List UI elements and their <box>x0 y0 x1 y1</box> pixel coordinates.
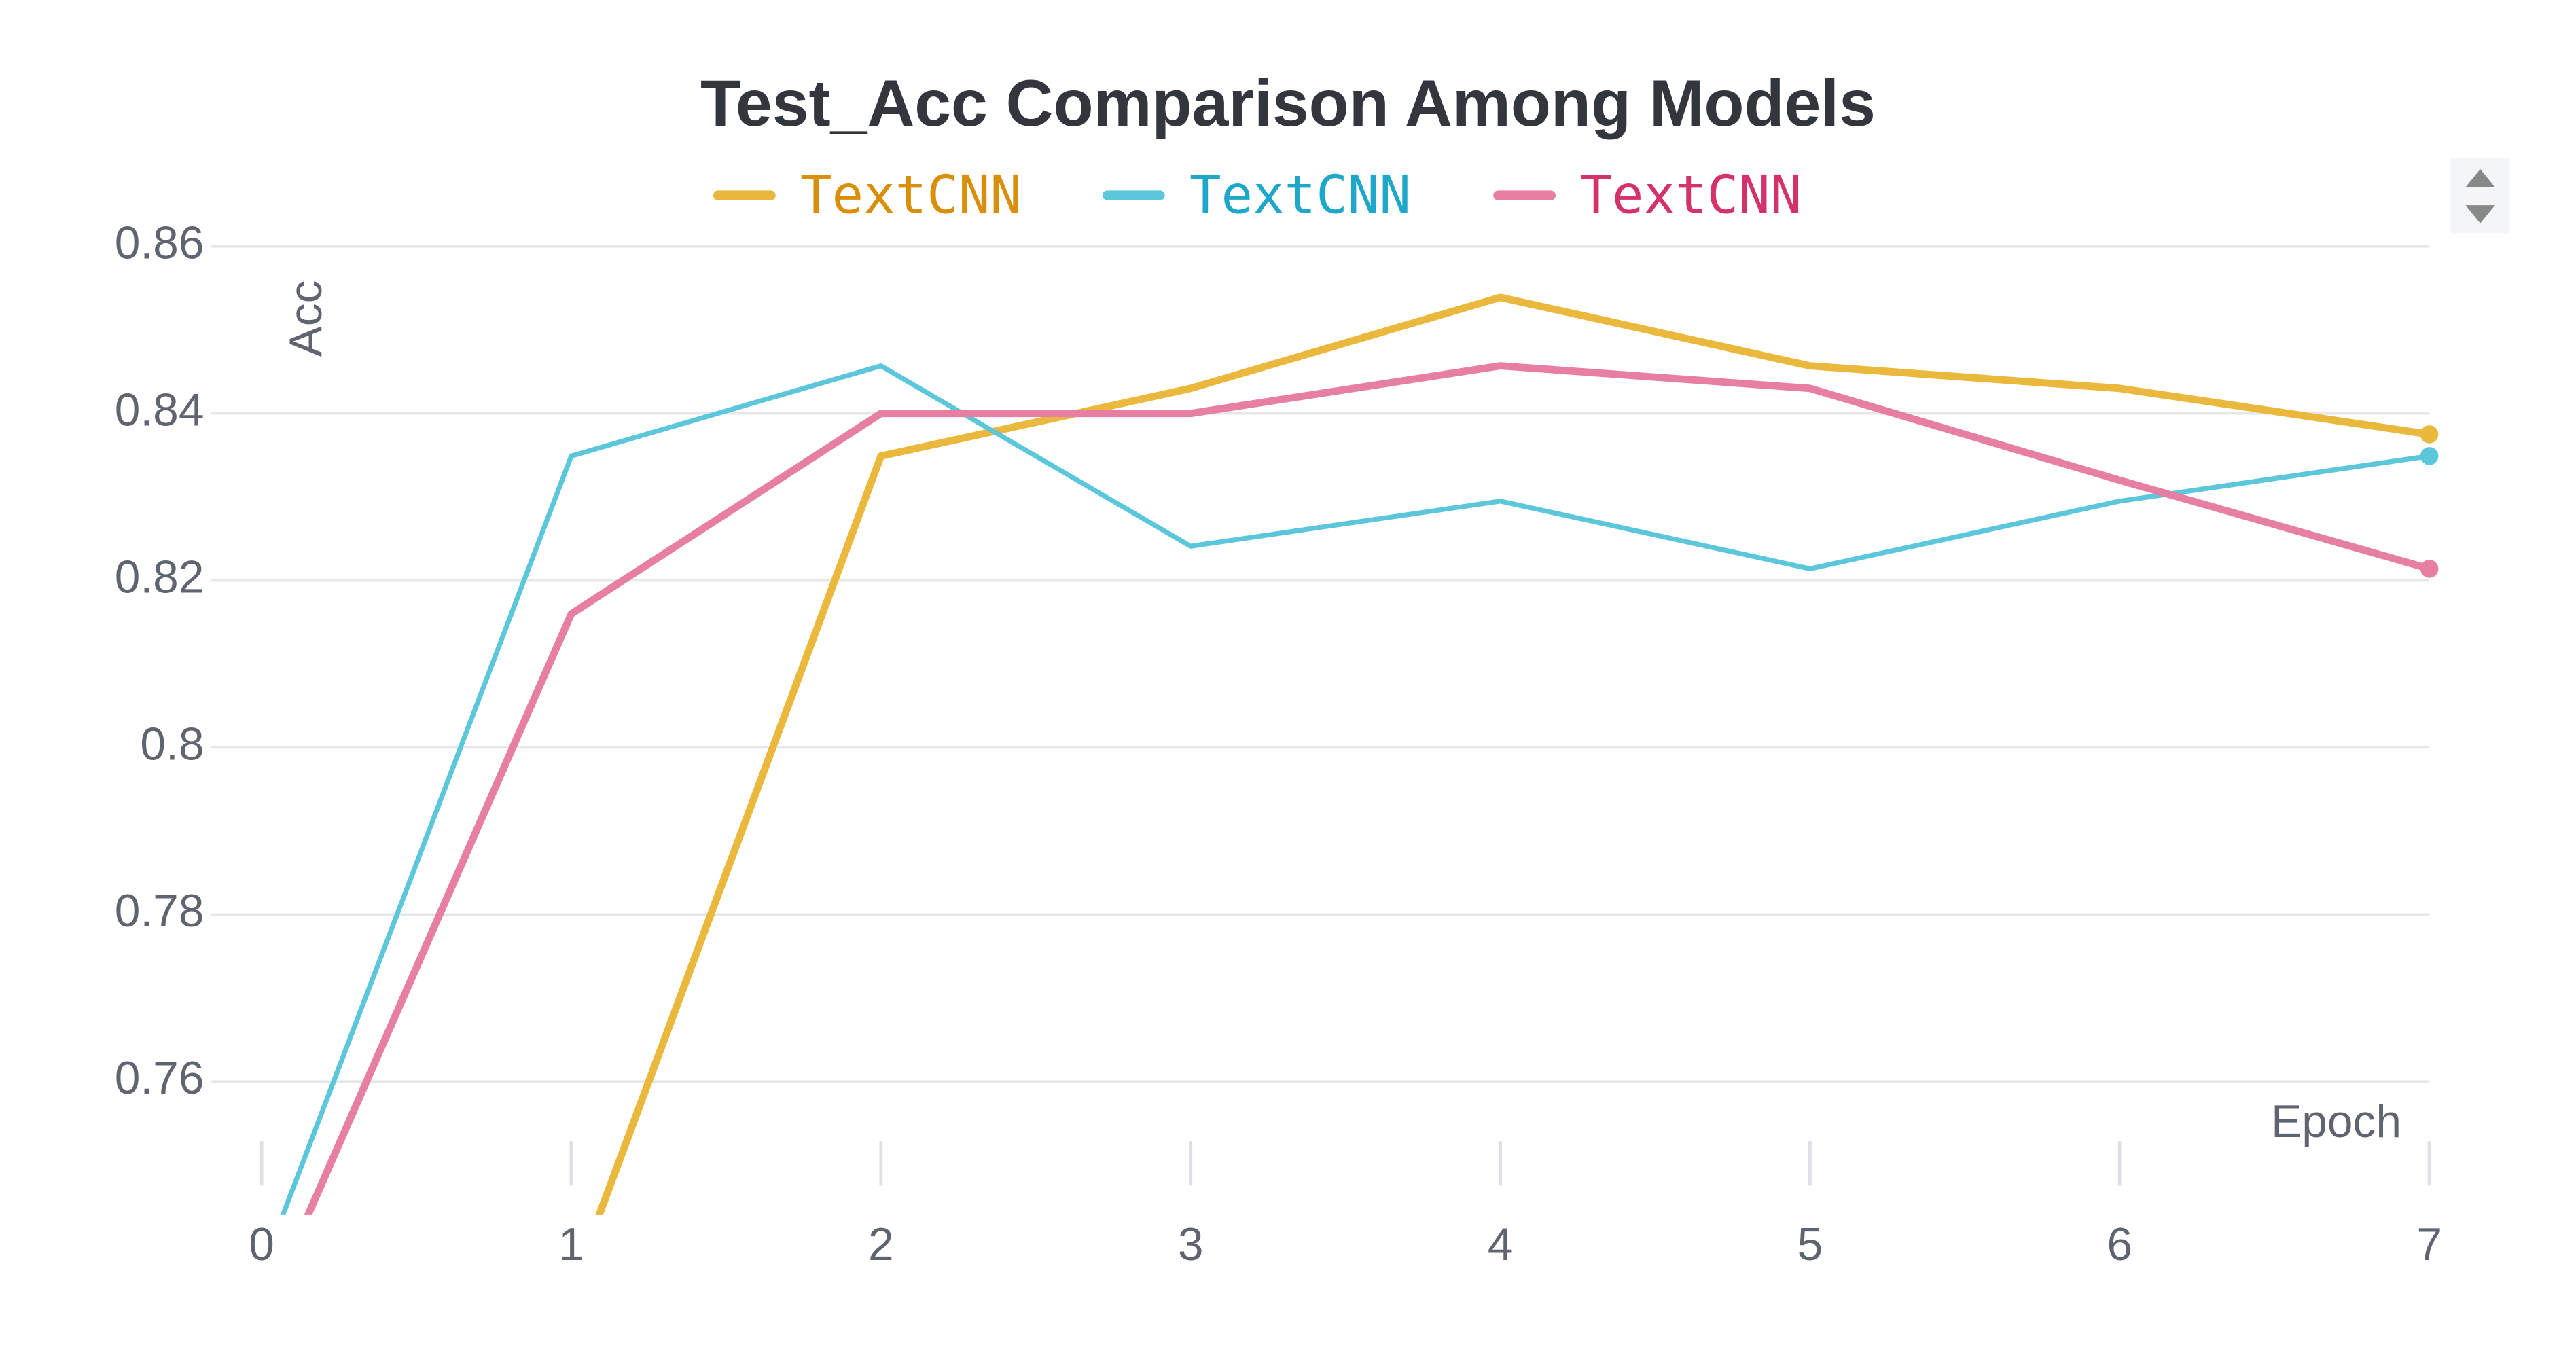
y-tick-label: 0.84 <box>115 385 204 436</box>
x-axis-label: Epoch <box>2271 1096 2401 1147</box>
y-tick-label: 0.82 <box>115 552 204 602</box>
series-line <box>304 362 2431 1215</box>
series-line <box>595 293 2430 1215</box>
legend-label: TextCNN <box>1580 164 1802 226</box>
x-tick-label: 6 <box>2107 1219 2132 1270</box>
chart-title: Test_Acc Comparison Among Models <box>700 67 1876 140</box>
end-dots <box>2420 425 2439 578</box>
x-tick-label: 0 <box>249 1219 274 1270</box>
lines <box>280 293 2431 1215</box>
legend-label: TextCNN <box>800 164 1022 226</box>
y-tick-label: 0.76 <box>115 1053 204 1104</box>
y-tick-label: 0.78 <box>115 886 204 937</box>
labels: 0.76 0.78 0.8 0.82 0.84 0.86 0 1 2 3 4 5 6 7 TextCNN Te… <box>115 164 2442 1270</box>
end-dot <box>2420 425 2439 444</box>
x-tick-label: 3 <box>1178 1219 1204 1270</box>
legend-label: TextCNN <box>1189 164 1411 226</box>
arrow-down[interactable] <box>2465 205 2495 223</box>
x-tick-label: 7 <box>2416 1219 2442 1270</box>
arrow-up[interactable] <box>2465 169 2495 187</box>
x-tick-label: 5 <box>1797 1219 1823 1270</box>
grid <box>211 245 2431 1186</box>
y-tick-label: 0.86 <box>115 218 204 269</box>
x-tick-label: 1 <box>558 1219 584 1270</box>
y-tick-label: 0.8 <box>140 719 204 770</box>
x-tick-label: 4 <box>1488 1219 1514 1270</box>
end-dot <box>2420 560 2439 578</box>
y-axis-label: Acc <box>281 281 332 357</box>
series-line <box>280 363 2430 1215</box>
scroll-arrows[interactable] <box>2450 158 2510 234</box>
x-tick-label: 2 <box>868 1219 894 1270</box>
end-dot <box>2420 447 2439 465</box>
